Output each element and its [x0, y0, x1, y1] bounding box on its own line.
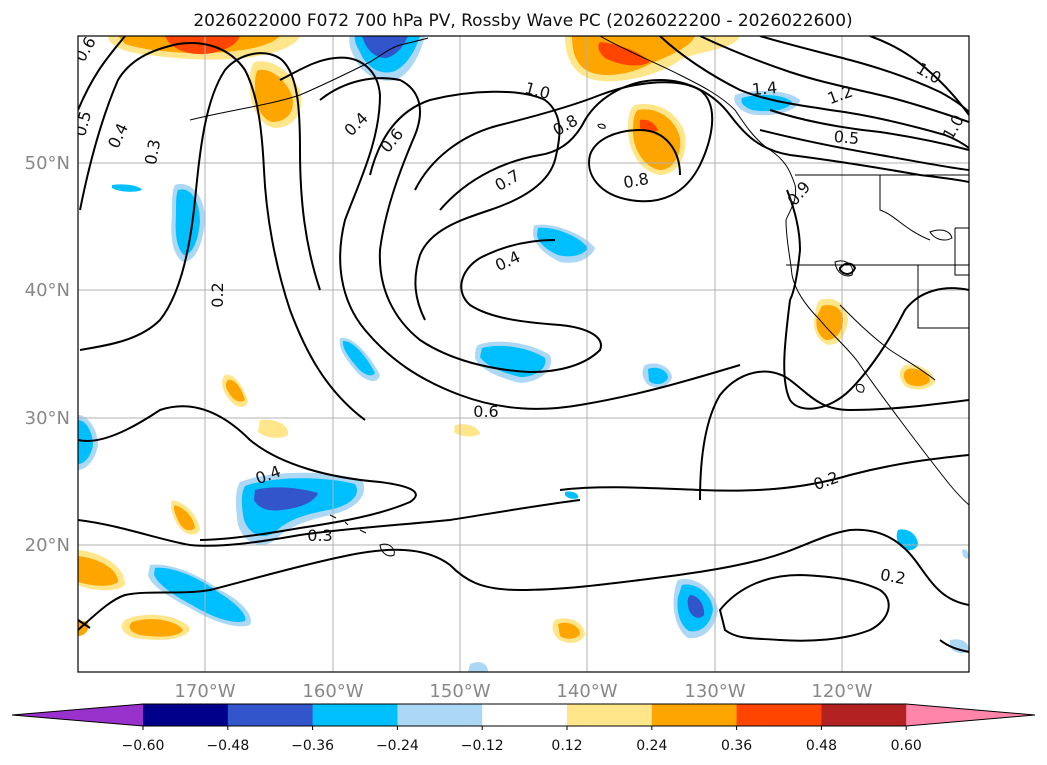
- colorbar-over-extension: [906, 704, 1035, 726]
- colorbar-tick-label: 0.36: [721, 738, 752, 754]
- anomaly-shading: [78, 36, 969, 672]
- colorbar-tick-label: 0.24: [636, 738, 667, 754]
- lat-label: 40°N: [25, 280, 70, 301]
- pv-contours: [78, 36, 969, 653]
- map-plot-area: 0.6 0.5 0.4 0.3 0.2 0.4 0.6 1.0 0.8 0.7 …: [78, 36, 969, 672]
- contour-label: 0.3: [307, 526, 332, 545]
- lon-label: 130°W: [684, 681, 745, 702]
- colorbar: −0.60 −0.48 −0.36 −0.24 −0.12 0.12 0.24 0.36 0.4…: [11, 703, 1036, 754]
- colorbar-tick-label: −0.12: [461, 738, 504, 754]
- colorbar-under-extension: [12, 704, 143, 726]
- lat-label: 50°N: [25, 153, 70, 174]
- colorbar-swatch: [651, 704, 738, 726]
- lon-label: 150°W: [429, 681, 490, 702]
- colorbar-swatch: [821, 704, 907, 726]
- colorbar-tick-label: −0.48: [206, 738, 249, 754]
- colorbar-tick-label: 0.60: [891, 738, 922, 754]
- longitude-labels: 170°W 160°W 150°W 140°W 130°W 120°W: [174, 681, 872, 702]
- lon-label: 140°W: [556, 681, 617, 702]
- lon-label: 170°W: [174, 681, 235, 702]
- contour-label: 0.2: [879, 565, 907, 588]
- colorbar-swatch: [567, 704, 653, 726]
- latitude-labels: 50°N 40°N 30°N 20°N: [25, 153, 70, 556]
- lon-label: 120°W: [811, 681, 872, 702]
- colorbar-tick-label: −0.36: [291, 738, 334, 754]
- colorbar-tick-label: 0.48: [806, 738, 837, 754]
- contour-label: 0.3: [141, 138, 164, 166]
- colorbar-swatch: [397, 704, 483, 726]
- graticule-grid: [78, 36, 969, 672]
- colorbar-swatch: [736, 704, 822, 726]
- contour-label: 0.8: [622, 169, 650, 192]
- map-title: 2026022000 F072 700 hPa PV, Rossby Wave …: [193, 11, 852, 31]
- colorbar-tick-label: −0.24: [376, 738, 419, 754]
- lon-label: 160°W: [302, 681, 363, 702]
- colorbar-swatch: [227, 704, 314, 726]
- contour-label: 0.2: [208, 282, 227, 307]
- contour-label: 0.5: [833, 127, 860, 148]
- coastlines: [189, 36, 969, 557]
- colorbar-swatch: [482, 704, 568, 726]
- colorbar-tick-label: 0.12: [551, 738, 582, 754]
- contour-label: 1.4: [751, 78, 778, 99]
- colorbar-tick-label: −0.60: [122, 738, 165, 754]
- lat-label: 20°N: [25, 535, 70, 556]
- colorbar-swatch: [143, 704, 229, 726]
- colorbar-swatch: [312, 704, 398, 726]
- lat-label: 30°N: [25, 408, 70, 429]
- contour-label: 0.6: [473, 402, 498, 421]
- plot-frame: [77, 35, 970, 673]
